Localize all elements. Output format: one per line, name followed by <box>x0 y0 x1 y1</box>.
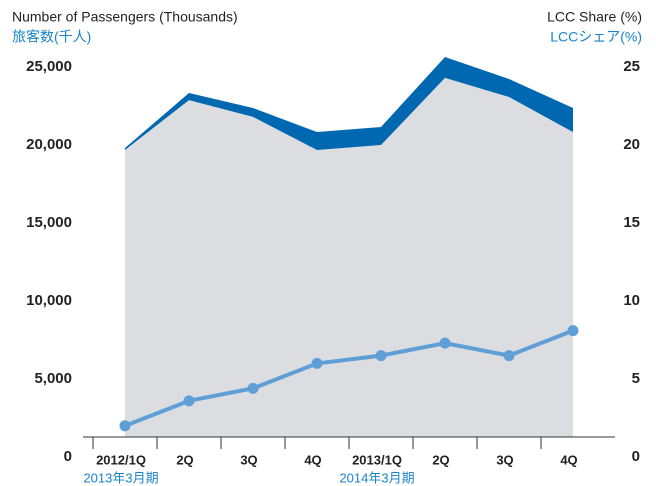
y2-tick-label: 5 <box>632 370 640 387</box>
line <box>124 328 574 428</box>
line-point <box>247 382 259 394</box>
y-tick-label: 25,000 <box>26 58 72 75</box>
y-tick-label: 15,000 <box>26 214 72 231</box>
period-label: 2014年3月期 <box>339 470 414 485</box>
line-point <box>375 350 387 362</box>
line-point <box>567 325 579 337</box>
x-tick-label: 4Q <box>304 452 321 467</box>
line-point <box>311 357 323 369</box>
line-point <box>119 420 131 432</box>
x-tick-label: 2Q <box>432 452 449 467</box>
area <box>125 57 573 150</box>
period-label: 2013年3月期 <box>83 470 158 485</box>
line-point <box>439 337 451 349</box>
y-tick-label: 0 <box>64 448 72 465</box>
y-tick-label: 5,000 <box>34 370 72 387</box>
y2-tick-label: 15 <box>623 214 640 231</box>
line-point <box>183 395 195 407</box>
y2-tick-label: 20 <box>623 136 640 153</box>
y2-axis-title-ja: LCCシェア(%) <box>550 29 642 45</box>
y-axis-title-ja: 旅客数(千人) <box>12 29 91 45</box>
y-tick-label: 10,000 <box>26 292 72 309</box>
y2-axis-title: LCC Share (%) <box>547 9 642 25</box>
y2-tick-label: 10 <box>623 292 640 309</box>
y2-tick-label: 25 <box>623 58 640 75</box>
y-tick-label: 20,000 <box>26 136 72 153</box>
x-tick-label: 3Q <box>240 452 257 467</box>
line-point <box>503 350 515 362</box>
x-tick-label: 2013/1Q <box>352 452 402 467</box>
y-axis-title: Number of Passengers (Thousands) <box>12 9 238 25</box>
x-tick-label: 3Q <box>496 452 513 467</box>
x-tick-label: 4Q <box>560 452 577 467</box>
x-tick-label: 2012/1Q <box>96 452 146 467</box>
x-tick-label: 2Q <box>176 452 193 467</box>
y2-tick-label: 0 <box>632 448 640 465</box>
